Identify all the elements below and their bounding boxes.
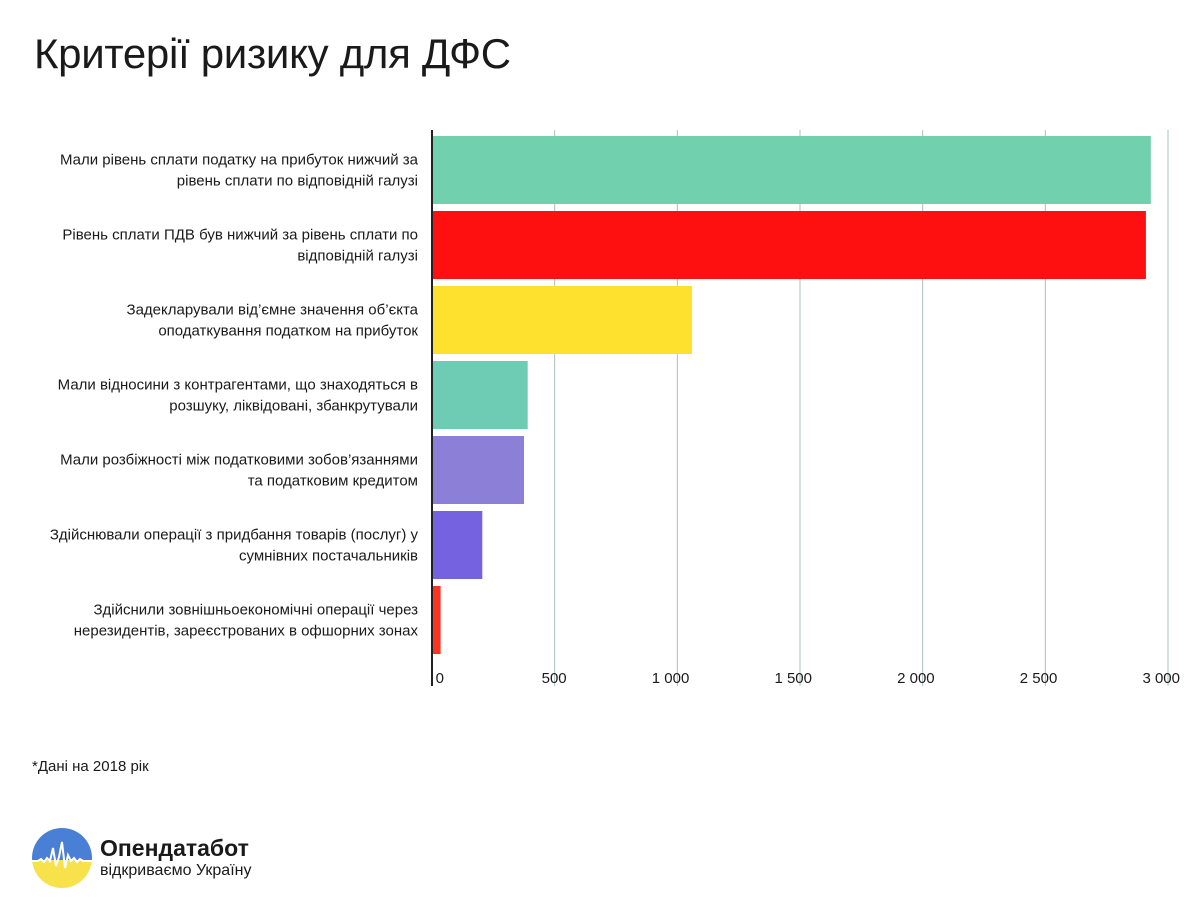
brand-block: Опендатабот відкриваємо Україну bbox=[32, 828, 251, 888]
category-label: та податковим кредитом bbox=[248, 473, 418, 490]
brand-name: Опендатабот bbox=[100, 835, 249, 861]
category-label: Здійснили зовнішньоекономічні операції ч… bbox=[93, 602, 418, 619]
x-tick-label: 3 000 bbox=[1142, 670, 1180, 687]
bar bbox=[432, 586, 441, 654]
bar bbox=[432, 286, 693, 354]
bar-chart: Мали рівень сплати податку на прибуток н… bbox=[50, 130, 1180, 687]
category-label: розшуку, ліквідовані, збанкрутували bbox=[169, 398, 418, 415]
opendatabot-logo-icon bbox=[32, 828, 92, 888]
bar bbox=[432, 211, 1146, 279]
x-tick-labels: 0 500 1 000 1 500 2 000 2 500 3 000 bbox=[436, 670, 1180, 687]
category-label: Мали рівень сплати податку на прибуток н… bbox=[60, 152, 419, 169]
brand-tagline: відкриваємо Україну bbox=[100, 862, 252, 879]
category-label: Задекларували від’ємне значення об’єкта bbox=[127, 302, 419, 319]
bar bbox=[432, 436, 524, 504]
x-tick-label: 2 000 bbox=[897, 670, 935, 687]
category-label: сумнівних постачальників bbox=[239, 548, 418, 565]
bar bbox=[432, 511, 483, 579]
category-labels: Мали рівень сплати податку на прибуток н… bbox=[50, 152, 419, 640]
category-label: Мали розбіжності між податковими зобов’я… bbox=[60, 452, 418, 469]
category-label: рівень сплати по відповідній галузі bbox=[177, 173, 418, 190]
bar bbox=[432, 361, 528, 429]
category-label: нерезидентів, зареєстрованих в офшорних … bbox=[74, 623, 419, 640]
category-label: Рівень сплати ПДВ був нижчий за рівень с… bbox=[62, 227, 418, 244]
x-tick-label: 0 bbox=[436, 670, 444, 687]
x-tick-label: 2 500 bbox=[1020, 670, 1058, 687]
footnote: *Дані на 2018 рік bbox=[32, 758, 149, 775]
x-tick-label: 500 bbox=[542, 670, 567, 687]
category-label: Здійснювали операції з придбання товарів… bbox=[50, 527, 419, 544]
category-label: відповідній галузі bbox=[297, 248, 418, 265]
x-tick-label: 1 000 bbox=[652, 670, 690, 687]
category-label: Мали відносини з контрагентами, що знахо… bbox=[58, 377, 418, 394]
x-tick-label: 1 500 bbox=[774, 670, 812, 687]
bar bbox=[432, 136, 1151, 204]
bars bbox=[432, 136, 1151, 654]
chart-title: Критерії ризику для ДФС bbox=[34, 30, 511, 77]
category-label: оподаткування податком на прибуток bbox=[158, 323, 418, 340]
